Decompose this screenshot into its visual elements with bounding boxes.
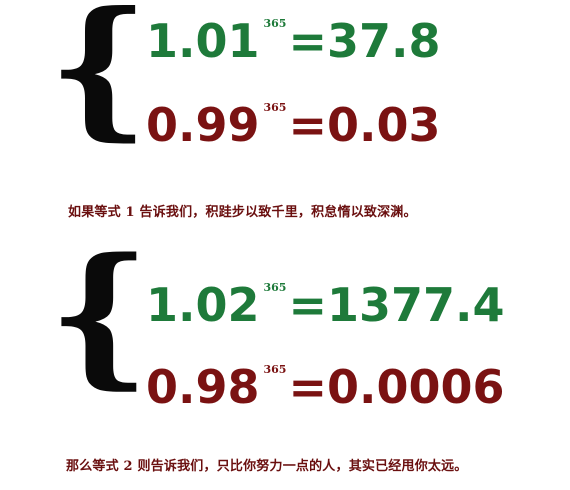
equation-2-base: 0.99 <box>146 98 260 152</box>
equation-4: 0.98 365=0.0006 <box>146 364 505 410</box>
equation-1: 1.01 365=37.8 <box>146 18 441 64</box>
equation-4-base: 0.98 <box>146 360 260 414</box>
caption-2: 那么等式 2 则告诉我们，只比你努力一点的人，其实已经甩你太远。 <box>66 459 468 474</box>
equation-2: 0.99 365=0.03 <box>146 102 441 148</box>
equation-3-result: =1377.4 <box>288 278 505 332</box>
left-brace-1: { <box>48 0 150 155</box>
equation-4-exponent: 365 <box>263 363 287 376</box>
equation-1-result: =37.8 <box>288 14 441 68</box>
equation-2-exponent: 365 <box>263 101 287 114</box>
equation-1-base: 1.01 <box>146 14 260 68</box>
equation-3: 1.02 365=1377.4 <box>146 282 505 328</box>
equation-3-exponent: 365 <box>263 281 287 294</box>
caption-1: 如果等式 1 告诉我们，积跬步以致千里，积怠惰以致深渊。 <box>68 205 417 220</box>
equation-3-base: 1.02 <box>146 278 260 332</box>
equation-1-exponent: 365 <box>263 17 287 30</box>
left-brace-2: { <box>48 224 151 403</box>
equation-4-result: =0.0006 <box>288 360 505 414</box>
equation-2-result: =0.03 <box>288 98 441 152</box>
